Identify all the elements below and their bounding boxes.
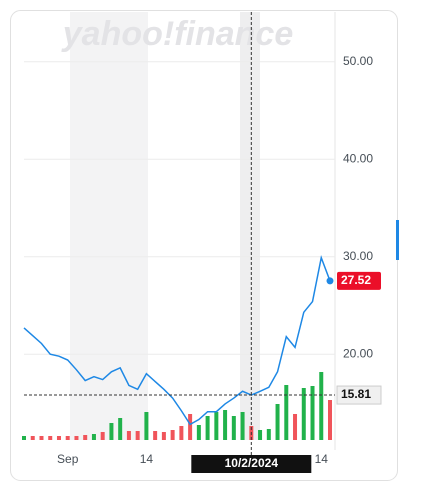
volume-bar [240,412,245,440]
volume-bar [258,430,263,440]
volume-bar [83,435,88,440]
crosshair-date-tag [191,455,312,473]
volume-bar [284,385,289,440]
price-tag [337,271,381,290]
watermark: yahoo!finance [61,15,293,53]
x-tick-label: 14 [140,452,154,466]
volume-bar [30,436,35,440]
last-price: 27.52 [341,273,371,287]
volume-bar [91,434,96,440]
volume-bar [205,416,210,440]
scrollbar[interactable] [396,220,399,260]
volume-bar [275,404,280,440]
volume-bar [22,436,26,440]
volume-bar [56,436,61,440]
volume-bar [65,436,70,440]
volume-bar [109,423,114,440]
volume-bar [170,430,175,440]
volume-bar [74,436,79,440]
volume-bar [144,412,149,440]
crosshair-date: 10/2/2024 [225,456,279,470]
volume-bar [214,412,219,440]
band [70,12,148,440]
volume-bar [301,388,306,440]
volume-bar [231,416,236,440]
x-tick-label: 14 [315,452,329,466]
volume-bar [126,431,131,440]
price-line [23,254,331,426]
volume-bar [196,425,201,440]
volume-bar [39,436,44,440]
volume-bar [328,400,332,440]
crosshair-tag [336,385,382,405]
volume-bar [319,372,324,440]
y-tick-label: 30.00 [343,249,373,263]
volume-bar [293,414,298,440]
y-tick-label: 50.00 [343,54,373,68]
volume-bar [48,436,53,440]
band [240,12,260,440]
crosshair-value: 15.81 [341,387,371,401]
volume-bar [135,431,140,440]
x-tick-label: Sep [57,452,79,466]
volume-bar [161,432,166,440]
last-point [326,277,334,285]
volume-bar [118,418,123,440]
y-tick-label: 20.00 [343,346,373,360]
volume-bar [310,386,315,440]
card [10,10,398,481]
volume-bar [179,426,184,440]
volume-bar [153,431,158,440]
volume-bar [266,429,271,440]
volume-bar [100,432,105,440]
volume-bar [188,414,193,440]
y-tick-label: 40.00 [343,151,373,165]
volume-bar [223,410,228,440]
